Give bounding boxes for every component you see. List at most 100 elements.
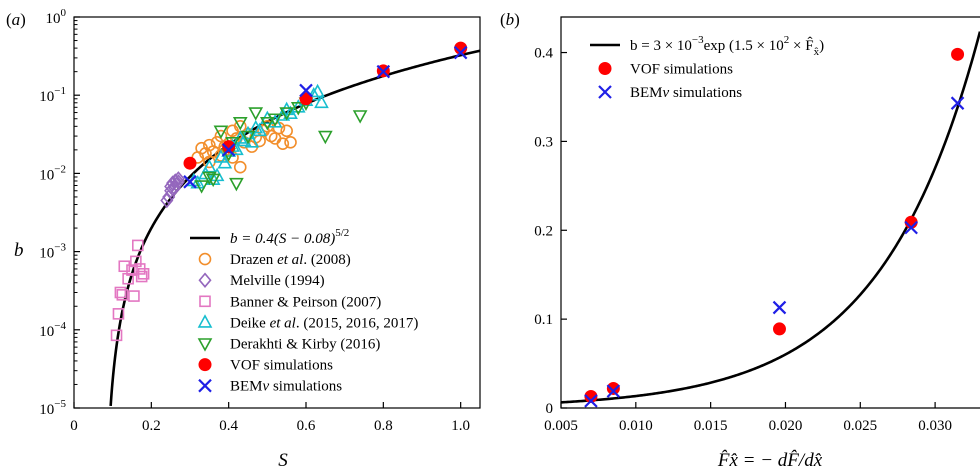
- legend-label: VOF simulations: [630, 62, 733, 78]
- y-tick-label: 0.2: [534, 223, 553, 239]
- data-point: [299, 83, 313, 98]
- data-point: [280, 124, 293, 138]
- data-point: [183, 156, 197, 170]
- panel-label: (b): [500, 10, 520, 29]
- y-tick-label: 10−5: [39, 398, 66, 418]
- data-point: [352, 110, 368, 124]
- data-point: [126, 264, 138, 276]
- legend-marker: [598, 85, 612, 99]
- series-2: [160, 171, 185, 209]
- series-5: [194, 97, 368, 194]
- data-point: [904, 220, 918, 235]
- data-point: [114, 286, 127, 299]
- x-tick-label: 0.015: [694, 418, 728, 434]
- x-tick-label: 0.025: [843, 418, 877, 434]
- data-point: [205, 173, 221, 188]
- data-point: [772, 300, 787, 315]
- data-point: [950, 96, 965, 110]
- x-tick-label: 0.4: [219, 418, 238, 434]
- legend-label: VOF simulations: [230, 358, 333, 374]
- data-point: [951, 47, 965, 61]
- data-point: [190, 174, 206, 189]
- panel-b: 0.005 0.010 0.015 0.020 0.025 0.030 0 0.1 0.2 0.3…: [500, 10, 980, 471]
- data-point: [584, 389, 598, 403]
- data-point: [118, 260, 131, 273]
- data-point: [376, 64, 391, 79]
- legend-label: Deike et al. (2015, 2016, 2017): [230, 315, 418, 331]
- legend-marker: [198, 252, 212, 266]
- fit-curve: [109, 49, 481, 407]
- data-point: [606, 381, 620, 395]
- legend: b = 3 × 10−3exp (1.5 × 102 × F̂x̂) VOF si…: [590, 34, 824, 101]
- data-point: [201, 171, 217, 186]
- x-tick-label: 0.030: [918, 418, 952, 434]
- y-tick-label: 0.3: [534, 134, 553, 150]
- series-1: [584, 47, 965, 403]
- plot-frame: [73, 16, 481, 409]
- data-point: [130, 255, 142, 268]
- data-point: [222, 140, 236, 154]
- y-tick-label: 10−2: [39, 163, 66, 183]
- series-2: [584, 96, 965, 408]
- x-tick-label: 0.2: [142, 418, 161, 434]
- legend-label: BEMν simulations: [230, 379, 342, 395]
- x-axis-title: F̂x̂ = − dF̂/dx̂: [717, 450, 823, 471]
- data-point: [259, 117, 275, 131]
- data-point: [314, 94, 329, 109]
- fit-curve: [560, 31, 980, 404]
- data-point: [317, 130, 333, 145]
- data-point: [267, 113, 283, 127]
- data-point: [284, 135, 297, 149]
- data-point: [454, 41, 468, 55]
- data-point: [160, 192, 174, 209]
- data-point: [283, 105, 298, 119]
- data-point: [229, 177, 244, 192]
- data-point: [116, 289, 129, 301]
- legend-marker: [197, 314, 213, 328]
- series-3: [110, 239, 150, 342]
- x-tick-label: 0: [70, 418, 78, 434]
- y-tick-label: 100: [46, 7, 67, 27]
- y-tick-label: 0: [546, 401, 554, 417]
- data-point: [279, 107, 295, 121]
- legend-label: Banner & Peirson (2007): [230, 294, 381, 310]
- x-tick-label: 1.0: [451, 418, 470, 434]
- x-tick-label: 0.010: [619, 418, 653, 434]
- x-tick-label: 0.6: [297, 418, 316, 434]
- data-point: [194, 180, 209, 194]
- y-tick-label: 0.1: [534, 312, 553, 328]
- legend-marker: [198, 378, 212, 393]
- data-point: [268, 132, 282, 145]
- data-point: [252, 122, 267, 137]
- data-point: [171, 171, 185, 187]
- panel-label: (a): [6, 10, 26, 29]
- data-point: [112, 308, 125, 320]
- legend-label: Drazen et al. (2008): [230, 252, 351, 268]
- data-point: [217, 155, 233, 169]
- y-tick-label: 0.4: [534, 46, 553, 62]
- legend-label: b = 0.4(S − 0.08)5/2: [230, 227, 349, 247]
- data-point: [213, 125, 229, 140]
- data-point: [132, 239, 144, 252]
- data-point: [276, 137, 290, 150]
- data-point: [772, 322, 786, 336]
- y-tick-label: 10−1: [39, 85, 66, 105]
- data-point: [183, 175, 197, 189]
- legend-marker: [197, 338, 213, 352]
- y-tick-label: 10−4: [39, 320, 66, 340]
- y-tick-label: 10−3: [39, 242, 66, 262]
- data-point: [214, 129, 228, 143]
- data-point: [135, 270, 148, 283]
- data-point: [248, 107, 264, 121]
- x-tick-label: 0.005: [544, 418, 578, 434]
- legend-marker: [198, 272, 212, 288]
- data-point: [137, 268, 150, 280]
- x-tick-label: 0.020: [769, 418, 803, 434]
- data-point: [128, 290, 140, 302]
- legend-marker: [199, 295, 211, 308]
- data-point: [232, 117, 248, 131]
- data-point: [310, 83, 325, 98]
- legend-label: Derakhti & Kirby (2016): [230, 337, 380, 353]
- series-7: [183, 45, 468, 189]
